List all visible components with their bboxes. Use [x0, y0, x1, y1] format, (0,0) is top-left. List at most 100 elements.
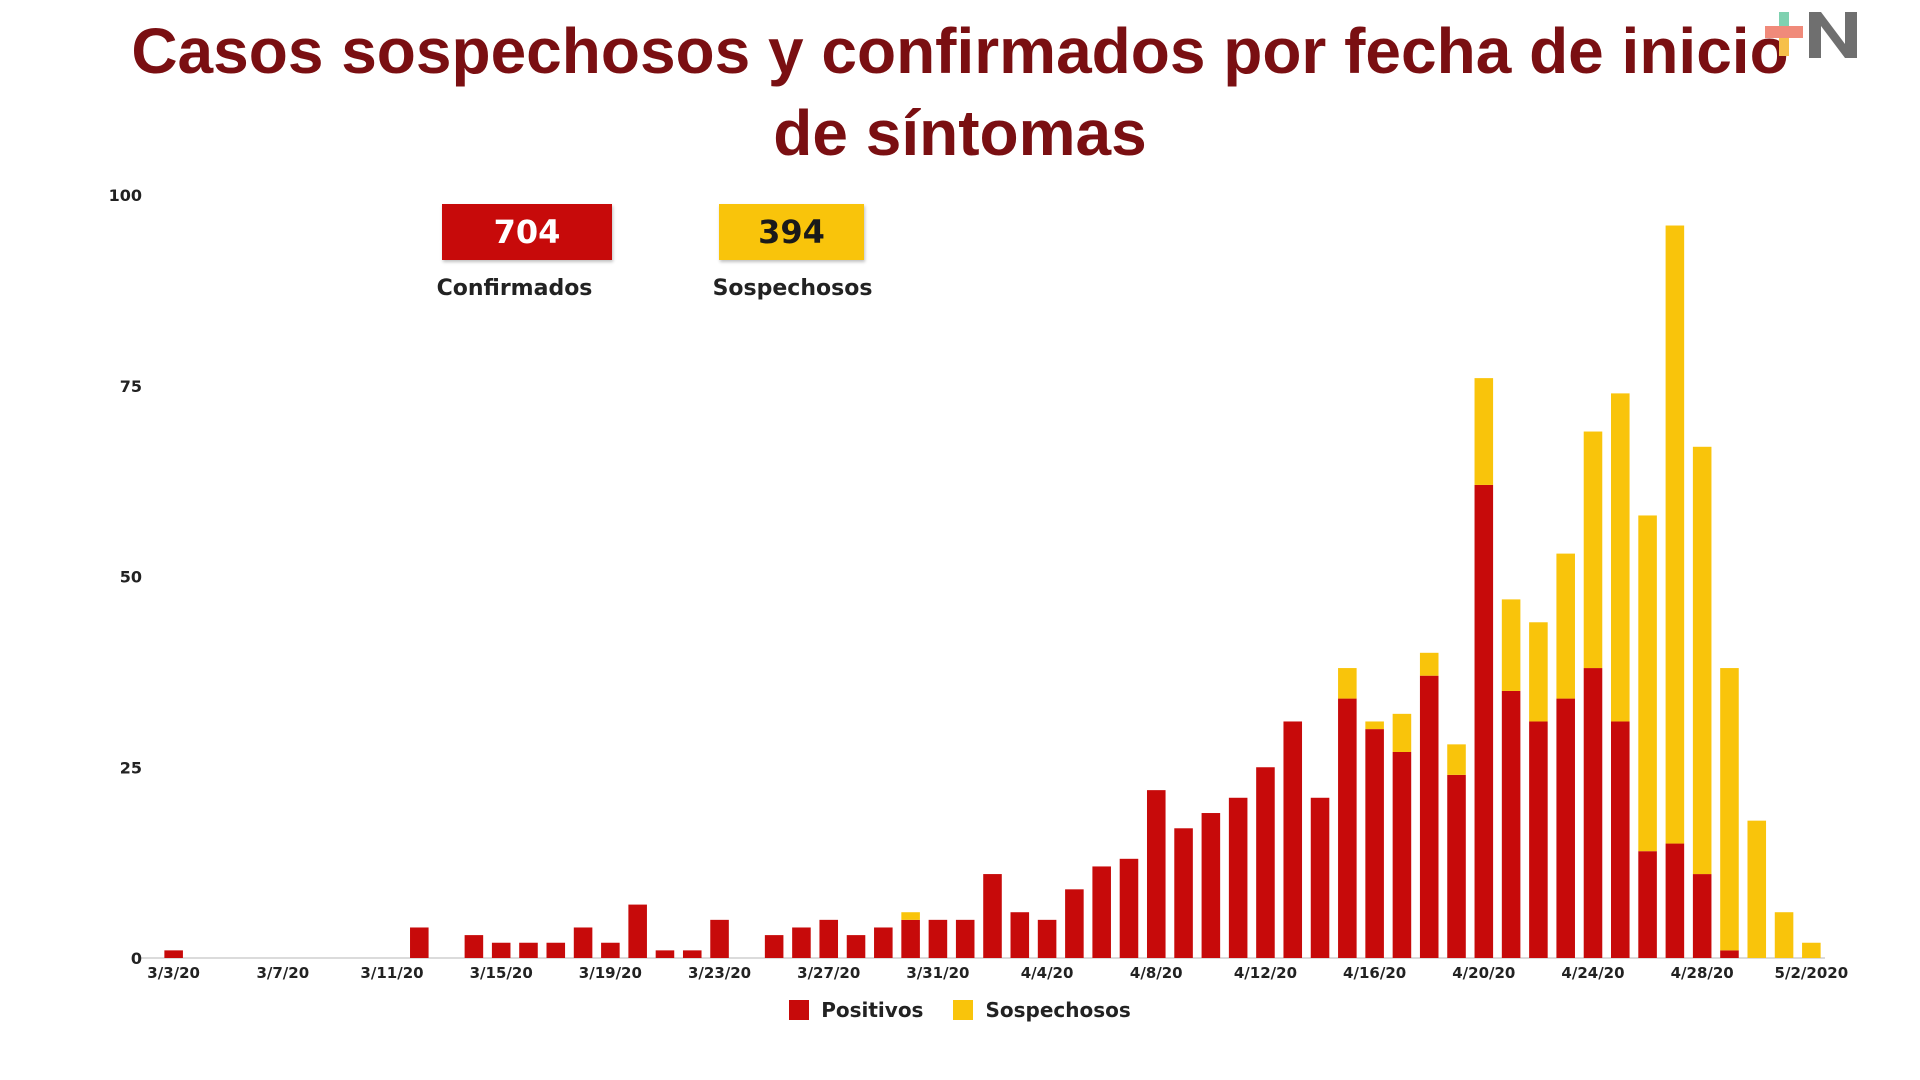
confirmed-total-badge: 704	[442, 204, 612, 260]
bar-positivos	[1256, 767, 1275, 958]
x-tick-label: 4/12/20	[1234, 964, 1297, 982]
bar-positivos	[901, 919, 920, 958]
y-tick-label: 0	[131, 949, 142, 968]
bar-positivos	[1092, 866, 1111, 958]
bar-sospechosos	[1720, 668, 1739, 951]
x-tick-label: 4/16/20	[1343, 964, 1406, 982]
bar-sospechosos	[1365, 721, 1384, 730]
bar-positivos	[955, 919, 975, 958]
bar-positivos	[601, 942, 620, 958]
x-tick-label: 3/27/20	[797, 964, 860, 982]
bar-sospechosos	[1611, 393, 1630, 722]
x-tick-label: 4/28/20	[1671, 964, 1734, 982]
x-tick-label: 3/3/20	[147, 964, 200, 982]
legend-label-sospechosos: Sospechosos	[985, 998, 1131, 1022]
y-tick-label: 100	[109, 186, 142, 205]
x-tick-label: 3/23/20	[688, 964, 751, 982]
legend-swatch-positivos	[789, 1000, 810, 1020]
legend-swatch-sospechosos	[953, 1000, 974, 1020]
bar-positivos	[1119, 858, 1139, 958]
y-tick-label: 25	[120, 758, 142, 777]
x-tick-label: 3/31/20	[906, 964, 969, 982]
bar-positivos	[983, 874, 1002, 958]
bar-sospechosos	[1501, 599, 1521, 691]
legend-item-sospechosos: Sospechosos	[953, 998, 1131, 1022]
bar-sospechosos	[1529, 622, 1548, 722]
bar-positivos	[682, 950, 702, 958]
suspected-total-badge: 394	[719, 204, 864, 260]
bar-positivos	[1065, 889, 1084, 958]
x-tick-label: 3/19/20	[579, 964, 642, 982]
bar-positivos	[1201, 813, 1221, 958]
bar-sospechosos	[1392, 713, 1412, 752]
x-tick-label: 4/4/20	[1021, 964, 1074, 982]
bar-positivos	[1583, 668, 1603, 958]
news-logo-icon	[1765, 12, 1857, 58]
bar-positivos	[792, 927, 811, 958]
bar-positivos	[491, 942, 511, 958]
x-tick-label: 4/20/20	[1452, 964, 1515, 982]
bar-positivos	[1283, 721, 1303, 958]
y-tick-label: 75	[120, 377, 142, 396]
bar-positivos	[1611, 721, 1630, 958]
bar-positivos	[655, 950, 675, 958]
chart-title-line-2: de síntomas	[773, 97, 1147, 169]
bar-positivos	[1338, 698, 1357, 958]
x-tick-label: 3/15/20	[470, 964, 533, 982]
suspected-total-label: Sospechosos	[712, 276, 873, 301]
bar-positivos	[1692, 874, 1712, 958]
bar-sospechosos	[1638, 515, 1657, 852]
x-tick-label: 5/2/2020	[1775, 964, 1849, 982]
bar-positivos	[1638, 851, 1657, 958]
bar-positivos	[410, 927, 429, 958]
x-tick-label: 3/11/20	[360, 964, 423, 982]
bar-positivos	[846, 935, 866, 958]
bar-sospechosos	[1474, 378, 1494, 485]
bar-positivos	[1529, 721, 1548, 958]
chart-title: Casos sospechosos y confirmados por fech…	[0, 10, 1920, 174]
y-tick-label: 50	[120, 568, 142, 587]
bar-positivos	[464, 935, 484, 958]
bar-sospechosos	[1338, 668, 1357, 699]
bar-positivos	[1310, 797, 1330, 958]
bar-sospechosos	[1447, 744, 1466, 775]
bar-positivos	[928, 919, 948, 958]
bar-positivos	[519, 942, 538, 958]
bar-positivos	[1447, 774, 1466, 958]
bar-positivos	[164, 950, 183, 958]
bar-positivos	[1665, 843, 1685, 958]
x-tick-label: 4/8/20	[1130, 964, 1183, 982]
x-tick-label: 3/7/20	[256, 964, 309, 982]
bar-positivos	[1392, 751, 1412, 958]
bar-positivos	[710, 919, 729, 958]
bar-positivos	[1228, 797, 1248, 958]
chart-legend: Positivos Sospechosos	[0, 998, 1920, 1022]
bar-sospechosos	[1802, 942, 1821, 958]
bar-positivos	[764, 935, 784, 958]
bar-positivos	[1010, 912, 1030, 958]
bar-sospechosos	[1419, 652, 1439, 676]
x-tick-label: 4/24/20	[1561, 964, 1624, 982]
legend-item-positivos: Positivos	[789, 998, 923, 1022]
bar-positivos	[874, 927, 893, 958]
bar-positivos	[546, 942, 566, 958]
bar-sospechosos	[901, 912, 920, 920]
bar-positivos	[1501, 690, 1521, 958]
bar-positivos	[1365, 729, 1384, 958]
bar-positivos	[1419, 675, 1439, 958]
bar-sospechosos	[1747, 820, 1767, 958]
bar-positivos	[1037, 919, 1057, 958]
chart-title-line-1: Casos sospechosos y confirmados por fech…	[131, 15, 1789, 87]
bar-sospechosos	[1556, 553, 1575, 699]
bar-positivos	[573, 927, 593, 958]
bar-positivos	[1474, 484, 1494, 958]
bar-positivos	[819, 919, 839, 958]
bar-positivos	[1720, 950, 1739, 958]
confirmed-total-label: Confirmados	[436, 276, 593, 301]
bar-positivos	[628, 904, 647, 958]
bar-sospechosos	[1692, 446, 1712, 875]
bar-positivos	[1146, 790, 1166, 958]
bar-positivos	[1556, 698, 1575, 958]
bar-sospechosos	[1665, 225, 1685, 844]
